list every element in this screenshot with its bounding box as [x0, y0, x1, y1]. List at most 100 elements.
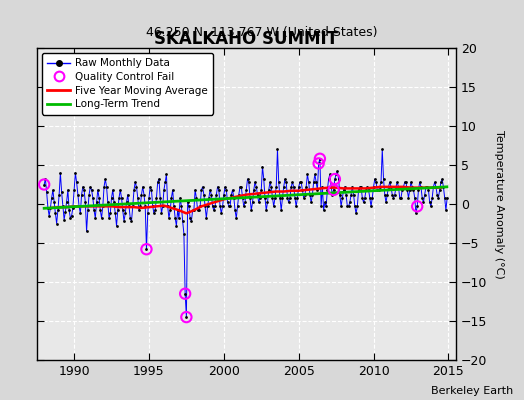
Point	[141, 203, 149, 210]
Point	[283, 194, 292, 201]
Point	[340, 187, 348, 193]
Point	[140, 192, 148, 198]
Point	[151, 207, 159, 214]
Point	[79, 184, 87, 190]
Point	[382, 199, 390, 206]
Point	[125, 203, 133, 210]
Point	[412, 210, 420, 216]
Point	[236, 184, 244, 190]
Point	[221, 184, 230, 190]
Point	[150, 210, 158, 216]
Point	[108, 187, 117, 193]
Point	[199, 184, 207, 190]
Point	[432, 184, 440, 190]
Point	[296, 179, 304, 185]
Point	[76, 210, 84, 216]
Point	[367, 203, 375, 210]
Point	[304, 179, 313, 185]
Point	[187, 218, 195, 224]
Point	[231, 207, 239, 214]
Point	[120, 218, 128, 224]
Point	[173, 207, 182, 214]
Point	[302, 184, 310, 190]
Point	[388, 192, 397, 198]
Point	[111, 210, 119, 216]
Point	[104, 199, 112, 206]
Point	[363, 184, 372, 190]
Point	[294, 184, 303, 190]
Point	[389, 194, 398, 201]
Point	[177, 203, 185, 210]
Point	[390, 192, 399, 198]
Point	[409, 187, 418, 193]
Point	[422, 184, 430, 190]
Point	[425, 199, 434, 206]
Point	[242, 187, 250, 193]
Point	[107, 194, 116, 201]
Point	[45, 212, 53, 219]
Point	[132, 184, 140, 190]
Point	[271, 194, 279, 201]
Point	[327, 184, 335, 190]
Point	[354, 187, 363, 193]
Point	[160, 187, 168, 193]
Point	[154, 179, 162, 185]
Point	[286, 194, 294, 201]
Point	[243, 176, 252, 182]
Point	[196, 203, 204, 210]
Point	[148, 203, 157, 210]
Point	[373, 187, 381, 193]
Point	[331, 176, 339, 182]
Point	[413, 203, 421, 210]
Point	[320, 207, 328, 214]
Point	[305, 192, 314, 198]
Point	[336, 192, 344, 198]
Point	[89, 194, 97, 201]
Point	[212, 192, 221, 198]
Point	[220, 192, 228, 198]
Point	[145, 194, 153, 201]
Point	[170, 203, 178, 210]
Point	[428, 194, 436, 201]
Point	[197, 187, 205, 193]
Point	[172, 223, 181, 229]
Point	[416, 179, 424, 185]
Point	[262, 207, 270, 214]
Point	[81, 199, 90, 206]
Point	[155, 176, 163, 182]
Point	[217, 210, 225, 216]
Point	[50, 198, 58, 205]
Point	[266, 179, 274, 185]
Point	[180, 230, 188, 237]
Point	[253, 192, 261, 198]
Point	[49, 187, 57, 193]
Point	[143, 246, 151, 252]
Point	[97, 215, 106, 221]
Point	[116, 187, 125, 193]
Point	[279, 184, 288, 190]
Point	[267, 184, 276, 190]
Point	[387, 184, 395, 190]
Point	[135, 207, 143, 214]
Point	[378, 146, 387, 152]
Point	[436, 179, 445, 185]
Point	[105, 215, 113, 221]
Point	[115, 194, 123, 201]
Point	[118, 207, 127, 214]
Point	[43, 205, 52, 211]
Point	[293, 194, 302, 201]
Point	[255, 199, 263, 206]
Point	[71, 170, 80, 176]
Point	[276, 194, 284, 201]
Point	[143, 246, 151, 252]
Point	[352, 210, 361, 216]
Point	[84, 207, 92, 214]
Point	[184, 203, 193, 210]
Point	[333, 168, 342, 174]
Point	[68, 212, 76, 219]
Point	[287, 184, 296, 190]
Point	[315, 156, 324, 162]
Point	[348, 184, 356, 190]
Point	[136, 203, 145, 210]
Point	[94, 187, 102, 193]
